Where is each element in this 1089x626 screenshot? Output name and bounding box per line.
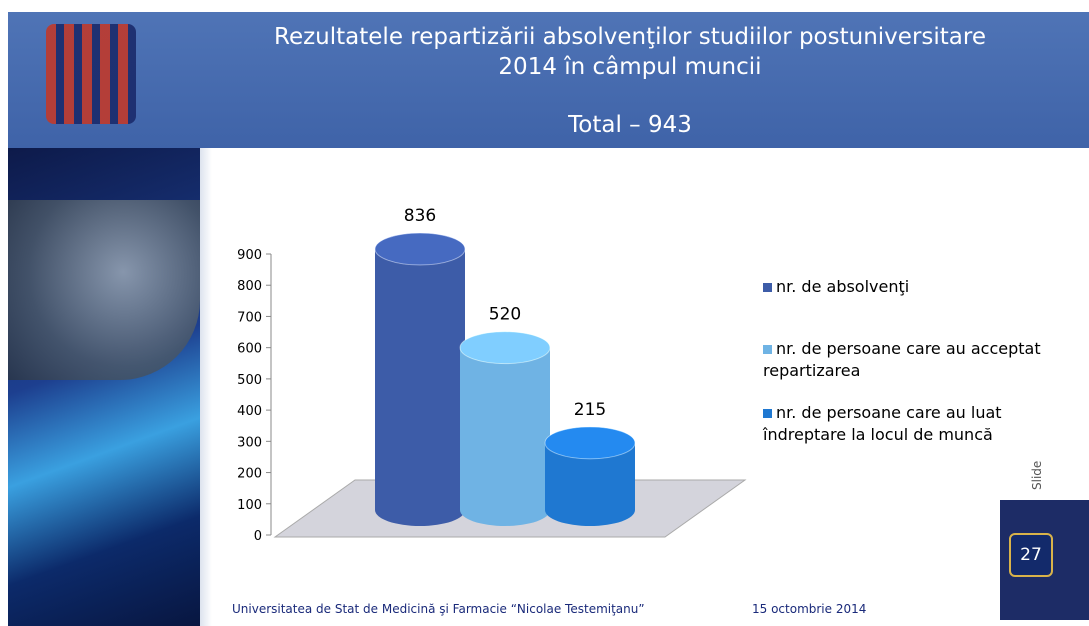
slide-number: 27 (1009, 533, 1053, 577)
cylinder-top (545, 427, 635, 459)
y-tick-label: 0 (254, 529, 262, 544)
data-label: 520 (489, 305, 521, 325)
legend-swatch (763, 283, 772, 292)
legend-swatch (763, 345, 772, 354)
y-tick-label: 800 (237, 279, 262, 294)
y-tick-label: 900 (237, 248, 262, 263)
legend: nr. de absolvenţi nr. de persoane care au… (763, 276, 1063, 466)
cylinder-top (460, 332, 550, 364)
footer-date: 15 octombrie 2014 (752, 602, 866, 616)
y-tick-label: 200 (237, 467, 262, 482)
cylinder-top (375, 233, 465, 265)
y-tick-label: 700 (237, 310, 262, 325)
slide-label: Slide (1030, 461, 1044, 490)
y-tick-label: 500 (237, 373, 262, 388)
y-tick-label: 400 (237, 404, 262, 419)
data-label: 836 (404, 206, 436, 226)
legend-swatch (763, 409, 772, 418)
bar (375, 249, 465, 510)
legend-label: nr. de absolvenţi (776, 277, 909, 296)
legend-label: nr. de persoane care au luat îndreptare … (763, 403, 1002, 444)
data-label: 215 (574, 400, 606, 420)
footer-university: Universitatea de Stat de Medicină şi Far… (232, 602, 645, 616)
y-tick-label: 600 (237, 342, 262, 357)
y-tick-label: 100 (237, 498, 262, 513)
y-tick-label: 300 (237, 435, 262, 450)
legend-item: nr. de persoane care au acceptat reparti… (763, 338, 1063, 382)
legend-label: nr. de persoane care au acceptat reparti… (763, 339, 1041, 380)
bar (460, 348, 550, 510)
legend-item: nr. de persoane care au luat îndreptare … (763, 402, 1063, 446)
legend-item: nr. de absolvenţi (763, 276, 1063, 298)
slide: Rezultatele repartizării absolvenţilor s… (0, 0, 1089, 626)
